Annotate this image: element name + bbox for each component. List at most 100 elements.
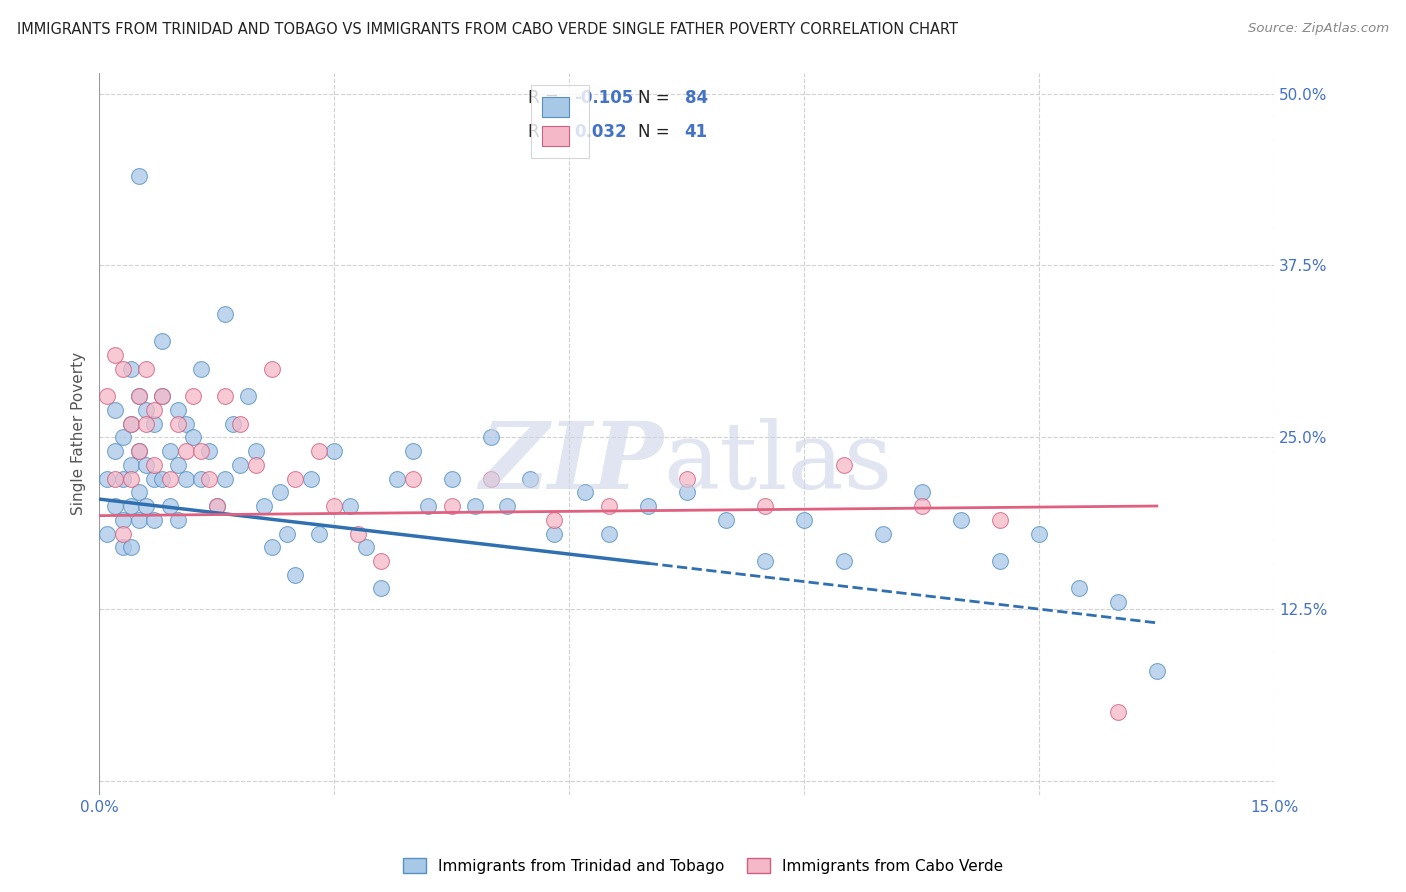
Point	[214, 471, 236, 485]
Point	[323, 499, 346, 513]
Point	[198, 471, 221, 485]
Point	[245, 444, 267, 458]
Point	[159, 471, 181, 485]
Point	[120, 417, 142, 431]
Point	[754, 554, 776, 568]
Point	[135, 402, 157, 417]
Point	[128, 389, 150, 403]
Point	[308, 526, 330, 541]
Point	[128, 513, 150, 527]
Text: N =: N =	[638, 89, 675, 107]
Point	[872, 526, 894, 541]
Point	[543, 513, 565, 527]
Point	[183, 430, 205, 444]
Point	[260, 361, 283, 376]
Point	[111, 430, 134, 444]
Point	[150, 334, 173, 348]
Point	[205, 499, 228, 513]
Point	[198, 444, 221, 458]
Point	[166, 402, 188, 417]
Point	[120, 471, 142, 485]
Y-axis label: Single Father Poverty: Single Father Poverty	[72, 352, 86, 516]
Point	[323, 444, 346, 458]
Point	[120, 499, 142, 513]
Point	[495, 499, 517, 513]
Point	[479, 471, 502, 485]
Text: -0.105: -0.105	[574, 89, 633, 107]
Point	[543, 526, 565, 541]
Point	[754, 499, 776, 513]
Point	[166, 417, 188, 431]
Point	[150, 471, 173, 485]
Point	[111, 471, 134, 485]
Point	[253, 499, 276, 513]
Point	[1146, 664, 1168, 678]
Point	[308, 444, 330, 458]
Point	[464, 499, 486, 513]
Point	[402, 471, 425, 485]
Point	[214, 307, 236, 321]
Point	[418, 499, 440, 513]
Point	[229, 417, 252, 431]
Point	[205, 499, 228, 513]
Point	[1028, 526, 1050, 541]
Point	[135, 361, 157, 376]
Legend: Immigrants from Trinidad and Tobago, Immigrants from Cabo Verde: Immigrants from Trinidad and Tobago, Imm…	[396, 852, 1010, 880]
Point	[190, 471, 212, 485]
Point	[159, 499, 181, 513]
Point	[347, 526, 370, 541]
Point	[479, 430, 502, 444]
Point	[120, 458, 142, 472]
Point	[96, 526, 118, 541]
Text: atlas: atlas	[664, 417, 893, 508]
Point	[143, 458, 166, 472]
Point	[143, 513, 166, 527]
Point	[111, 541, 134, 555]
Point	[354, 541, 377, 555]
Point	[269, 485, 291, 500]
Point	[988, 513, 1011, 527]
Point	[128, 444, 150, 458]
Point	[159, 444, 181, 458]
Point	[135, 417, 157, 431]
Point	[276, 526, 298, 541]
Point	[104, 444, 127, 458]
Point	[190, 361, 212, 376]
Point	[96, 389, 118, 403]
Point	[143, 402, 166, 417]
Point	[714, 513, 737, 527]
Text: N =: N =	[638, 123, 675, 141]
Point	[128, 169, 150, 183]
Text: R =: R =	[527, 123, 564, 141]
Point	[183, 389, 205, 403]
Point	[104, 348, 127, 362]
Point	[793, 513, 815, 527]
Point	[950, 513, 973, 527]
Point	[104, 471, 127, 485]
Point	[229, 458, 252, 472]
Point	[440, 499, 463, 513]
Point	[519, 471, 541, 485]
Point	[221, 417, 243, 431]
Point	[111, 513, 134, 527]
Text: ZIP: ZIP	[479, 417, 664, 508]
Point	[370, 554, 392, 568]
Point	[245, 458, 267, 472]
Text: 84: 84	[685, 89, 707, 107]
Point	[111, 361, 134, 376]
Point	[832, 554, 855, 568]
Point	[111, 526, 134, 541]
Point	[676, 471, 699, 485]
Point	[574, 485, 596, 500]
Point	[214, 389, 236, 403]
Point	[637, 499, 659, 513]
Point	[299, 471, 322, 485]
Point	[166, 513, 188, 527]
Point	[1107, 705, 1129, 719]
Point	[988, 554, 1011, 568]
Point	[166, 458, 188, 472]
Point	[440, 471, 463, 485]
Point	[104, 499, 127, 513]
Point	[911, 499, 934, 513]
Point	[120, 417, 142, 431]
